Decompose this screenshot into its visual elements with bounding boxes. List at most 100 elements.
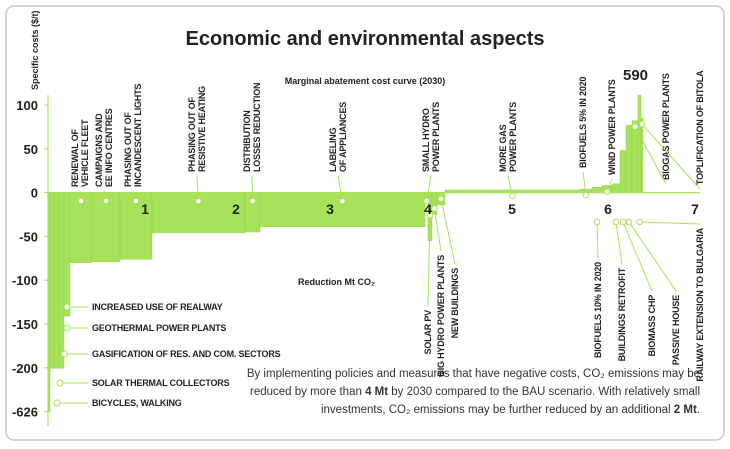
measure-label: NEW BUILDINGS [450, 268, 460, 339]
measure-label: DISTRIBUTIONLOSSES REDUCTION [242, 83, 262, 172]
measure-label: TOPLIFICATION OF BITOLA [695, 70, 705, 185]
leader [434, 208, 442, 252]
leader-dot [132, 197, 140, 205]
section-label: 3 [326, 201, 334, 217]
bar [53, 192, 60, 369]
leader [427, 214, 431, 307]
chart-subtitle: Marginal abatement cost curve (2030) [285, 76, 446, 86]
label-line: EE INFO CENTRES [104, 108, 114, 187]
label-line: SOLAR PV [423, 310, 433, 355]
y-tick-label: 0 [31, 186, 38, 201]
leader-dot [102, 197, 110, 205]
note-line: reduced by more than 4 Mt by 2030 compar… [250, 386, 700, 398]
leader [615, 221, 623, 265]
leader [196, 175, 199, 202]
note-part: investments, CO₂ emissions may be furthe… [321, 404, 674, 416]
leader [440, 198, 456, 265]
measure-label: BIG HYDRO POWER PLANTS [436, 255, 446, 377]
label-line: SMALL HYDRO [421, 108, 431, 172]
label-line: BIOGAS POWER PLANTS [661, 73, 671, 180]
leader [596, 221, 599, 259]
label-line: RAILWAY EXTENSION TO BULGARIA [695, 227, 705, 381]
bar [58, 192, 65, 369]
y-tick-label: -626 [12, 405, 38, 420]
leader-dot [638, 120, 646, 128]
label-line: BUILDINGS RETROFIT [617, 267, 627, 361]
leader [641, 123, 701, 190]
bar [625, 124, 633, 193]
measure-label: LABELINGOF APPLIANCES [328, 102, 348, 172]
leader-dot [53, 399, 61, 407]
label-line: NEW BUILDINGS [450, 268, 460, 339]
label-line: INCANDESCENT LIGHTS [133, 84, 143, 187]
leader [639, 221, 701, 225]
label-line: BIG HYDRO POWER PLANTS [436, 255, 446, 377]
measure-label: BIOFUELS 5% IN 2020 [578, 77, 588, 168]
label-line: WIND POWER PLANTS [607, 79, 617, 175]
label-line: RENEWAL OF [70, 128, 80, 187]
leader-dot [423, 197, 430, 205]
bar [637, 94, 642, 193]
y-tick-label: 100 [16, 98, 38, 113]
leader [628, 221, 677, 292]
note-part: By implementing policies and measures th… [247, 368, 700, 380]
leader-dot [631, 123, 639, 131]
leader-dot [603, 188, 611, 195]
chart-title: Economic and environmental aspects [186, 28, 545, 50]
note-line: investments, CO₂ emissions may be furthe… [321, 404, 700, 416]
leader-dot [612, 218, 620, 226]
label-line: OF APPLIANCES [338, 102, 348, 172]
label-line: LABELING [328, 127, 338, 172]
section-label: 6 [604, 201, 612, 217]
label-line: BIOMASS CHP [647, 295, 657, 357]
leader-dot [63, 324, 71, 332]
leader [622, 221, 653, 292]
leader-dot [619, 218, 627, 226]
bar [640, 117, 644, 193]
bars [47, 94, 644, 412]
measure-label: RENEWAL OFVEHICLE FLEET [70, 119, 90, 187]
leader-dot [56, 379, 64, 387]
bar [49, 192, 55, 369]
leader-dot [63, 303, 71, 311]
measure-label: BIOGAS POWER PLANTS [661, 73, 671, 180]
leader [634, 126, 667, 185]
leader-dot [636, 218, 643, 226]
leader-dot [582, 191, 590, 199]
x-axis-title: Reduction Mt CO₂ [298, 277, 375, 287]
note-part: reduced by more than [250, 386, 365, 398]
measure-label: SOLAR PV [423, 310, 433, 355]
measure-label: CAMPAIGNS ANDEE INFO CENTRES [94, 108, 114, 187]
measure-label: BIOFUELS 10% IN 2020 [593, 262, 603, 358]
section-label: 5 [508, 201, 516, 217]
measure-label: WIND POWER PLANTS [607, 79, 617, 175]
y-tick-label: -200 [12, 361, 38, 376]
measure-label: PASSIVE HOUSE [671, 295, 681, 365]
label-line: PASSIVE HOUSE [671, 295, 681, 365]
label-line: CAMPAIGNS AND [94, 113, 104, 187]
note-part: 4 Mt [365, 386, 388, 398]
leader [582, 171, 587, 196]
leader [426, 175, 432, 202]
label-line: POWER PLANTS [508, 102, 518, 172]
measure-label: SMALL HYDROPOWER PLANTS [421, 102, 441, 172]
label-line: LOSSES REDUCTION [252, 83, 262, 172]
bar [619, 150, 627, 193]
leader-dot [77, 197, 85, 205]
label-line: MORE GAS [498, 124, 508, 172]
measure-label: RAILWAY EXTENSION TO BULGARIA [695, 227, 705, 381]
y-tick-label: -150 [12, 317, 38, 332]
note-part: by 2030 compared to the BAU scenario. Wi… [388, 386, 700, 398]
leader-dot [61, 350, 68, 358]
measure-label: GEOTHERMAL POWER PLANTS [92, 323, 226, 333]
measure-label: PHASING OUT OFRESISTIVE HEATING [187, 86, 207, 172]
leader-dot [593, 218, 601, 226]
leader [337, 175, 343, 202]
measure-label: MORE GASPOWER PLANTS [498, 102, 518, 172]
bar [591, 187, 603, 193]
y-tick-label: 50 [24, 142, 38, 157]
label-line: POWER PLANTS [431, 102, 441, 172]
note-part: 2 Mt [674, 404, 697, 416]
leader-dot [339, 197, 346, 205]
label-line: BIOFUELS 10% IN 2020 [593, 262, 603, 358]
